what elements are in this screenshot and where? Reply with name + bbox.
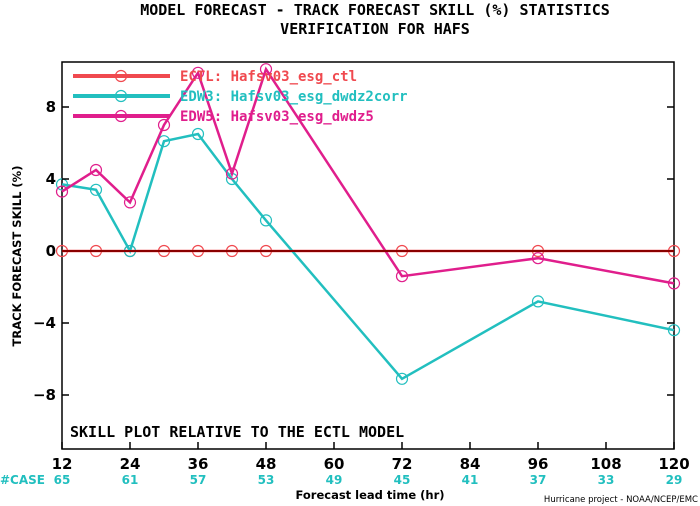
case-count: 41 <box>462 473 479 487</box>
data-point <box>259 63 273 76</box>
case-count: 33 <box>598 473 615 487</box>
case-count: 65 <box>54 473 71 487</box>
chart-title: MODEL FORECAST - TRACK FORECAST SKILL (%… <box>140 1 610 19</box>
x-tick-labels: 12 24 36 48 60 72 84 96 108 120 <box>52 455 690 473</box>
case-count: 45 <box>394 473 411 487</box>
case-count: 53 <box>258 473 275 487</box>
series-2 <box>55 127 681 385</box>
y-tick-label: −8 <box>33 386 56 404</box>
skill-annotation: SKILL PLOT RELATIVE TO THE ECTL MODEL <box>70 423 404 441</box>
legend-label: EDW3: Hafsv03_esg_dwdz2corr <box>180 89 408 105</box>
x-tick-label: 60 <box>324 455 345 473</box>
case-count: 57 <box>190 473 207 487</box>
y-tick-labels: 8 4 0 −4 −8 <box>33 98 56 404</box>
x-tick-label: 72 <box>392 455 413 473</box>
data-point <box>667 277 681 290</box>
x-tick-label: 48 <box>256 455 277 473</box>
y-tick-label: 0 <box>46 242 56 260</box>
case-count: 29 <box>666 473 683 487</box>
data-point <box>89 183 103 196</box>
data-point <box>191 66 205 79</box>
data-point <box>667 324 681 337</box>
data-point <box>157 135 171 148</box>
x-tick-label: 108 <box>590 455 621 473</box>
case-count: 37 <box>530 473 547 487</box>
y-tick-label: 4 <box>46 170 56 188</box>
legend-label: EDW5: Hafsv03_esg_dwdz5 <box>180 109 374 125</box>
credit-text: Hurricane project - NOAA/NCEP/EMC <box>544 495 698 505</box>
data-point <box>531 252 545 265</box>
data-point <box>395 270 409 283</box>
series-line <box>61 66 675 285</box>
x-tick-label: 36 <box>188 455 209 473</box>
data-point <box>531 295 545 308</box>
y-axis-label: TRACK FORECAST SKILL (%) <box>10 166 24 347</box>
case-label: #CASE <box>0 473 45 487</box>
data-point <box>259 214 273 227</box>
legend-marker <box>114 89 128 103</box>
series-3 <box>55 63 681 290</box>
data-point <box>123 196 137 209</box>
y-tick-label: 8 <box>46 98 56 116</box>
data-point <box>55 185 69 198</box>
x-axis-label: Forecast lead time (hr) <box>295 488 444 502</box>
chart-subtitle: VERIFICATION FOR HAFS <box>280 20 470 38</box>
x-tick-label: 84 <box>460 455 481 473</box>
data-point <box>157 118 171 132</box>
y-tick-label: −4 <box>33 314 56 332</box>
x-tick-label: 12 <box>52 455 73 473</box>
case-count: 61 <box>122 473 139 487</box>
x-tick-label: 96 <box>528 455 549 473</box>
series-line <box>61 132 675 381</box>
data-point <box>395 372 409 385</box>
x-tick-label: 120 <box>658 455 689 473</box>
legend-marker <box>114 109 128 123</box>
case-counts: 65 61 57 53 49 45 41 37 33 29 <box>54 473 683 487</box>
legend-marker <box>114 69 128 83</box>
legend-label: ECTL: Hafsv03_esg_ctl <box>180 69 357 85</box>
x-tick-label: 24 <box>120 455 141 473</box>
data-point <box>225 167 239 180</box>
legend: ECTL: Hafsv03_esg_ctl EDW3: Hafsv03_esg_d… <box>73 69 408 125</box>
case-count: 49 <box>326 473 343 487</box>
data-point <box>89 163 103 177</box>
plot-frame <box>61 61 675 450</box>
data-point <box>191 127 205 141</box>
